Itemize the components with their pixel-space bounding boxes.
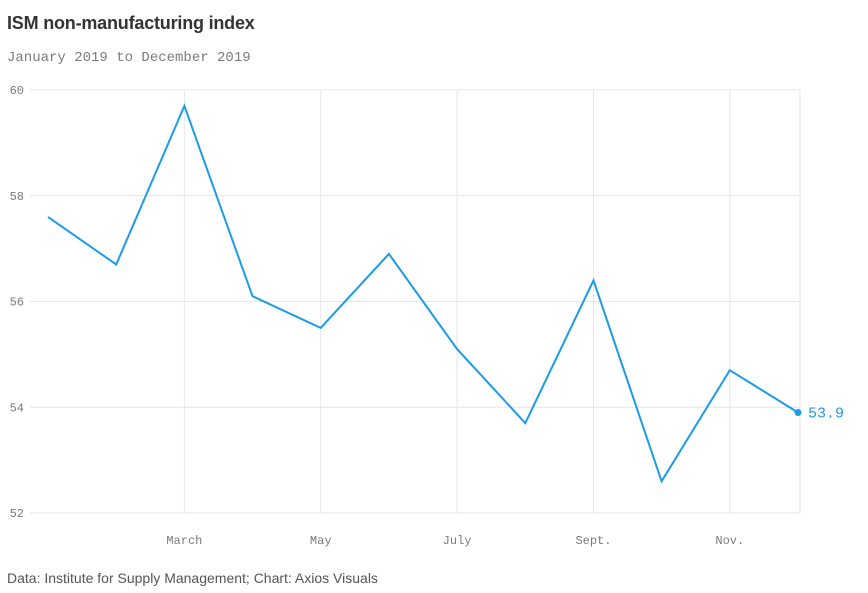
y-tick-label: 54	[10, 401, 24, 415]
x-axis-ticks: March May July Sept. Nov.	[166, 534, 744, 548]
y-axis-ticks: 52 54 56 58 60	[10, 84, 24, 521]
end-marker-group: 53.9	[794, 406, 844, 423]
end-point-marker	[794, 409, 802, 417]
y-tick-label: 52	[10, 507, 24, 521]
x-tick-label: March	[166, 534, 202, 548]
series-line-group	[47, 103, 799, 484]
y-tick-label: 56	[10, 296, 24, 310]
chart-title: ISM non-manufacturing index	[7, 13, 255, 33]
x-tick-label: May	[310, 534, 332, 548]
chart-subtitle: January 2019 to December 2019	[7, 50, 251, 66]
source-note: Data: Institute for Supply Management; C…	[7, 570, 378, 586]
y-tick-label: 60	[10, 84, 24, 98]
grid-lines	[30, 89, 801, 514]
x-tick-label: Sept.	[575, 534, 611, 548]
end-value-label: 53.9	[808, 406, 844, 423]
x-tick-label: Nov.	[715, 534, 744, 548]
series-line	[47, 103, 799, 484]
x-tick-label: July	[443, 534, 472, 548]
y-tick-label: 58	[10, 190, 24, 204]
